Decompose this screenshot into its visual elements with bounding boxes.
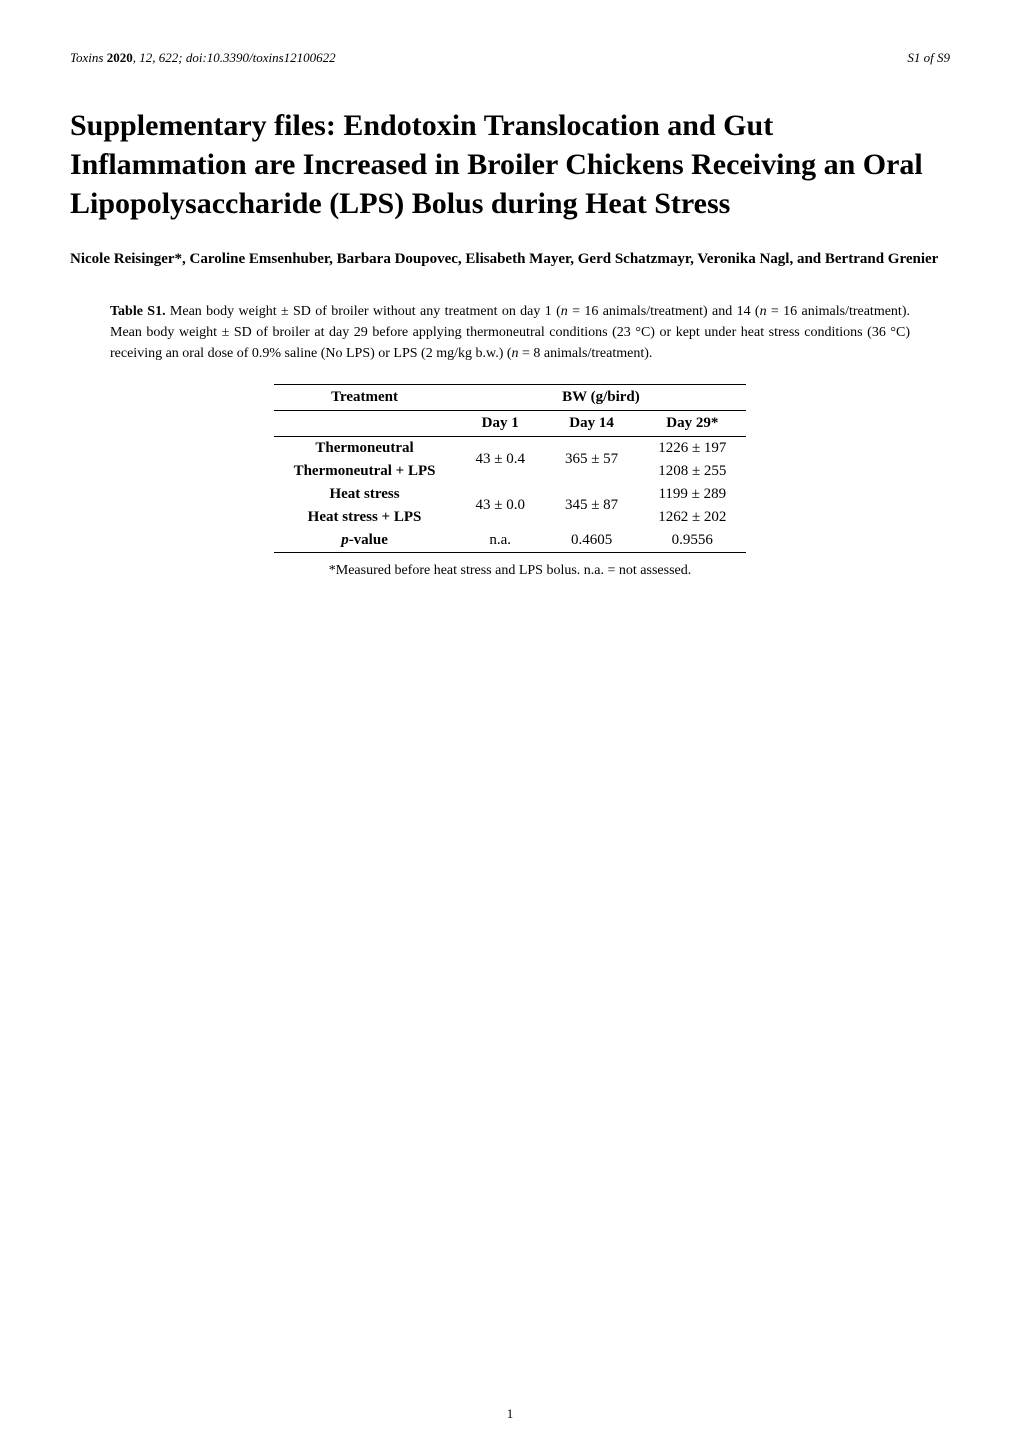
- cell-day29: 1208 ± 255: [638, 460, 746, 483]
- table-footnote: *Measured before heat stress and LPS bol…: [70, 563, 950, 579]
- journal-name: Toxins: [70, 50, 103, 65]
- table-row: Thermoneutral 43 ± 0.4 365 ± 57 1226 ± 1…: [274, 436, 747, 460]
- pvalue-p: p: [341, 532, 349, 548]
- caption-text-1: Mean body weight ± SD of broiler without…: [166, 304, 561, 319]
- journal-citation: Toxins 2020, 12, 622; doi:10.3390/toxins…: [70, 50, 336, 66]
- article-title: Supplementary files: Endotoxin Transloca…: [70, 106, 950, 223]
- row-label: Thermoneutral + LPS: [274, 460, 456, 483]
- row-label: Heat stress + LPS: [274, 506, 456, 529]
- article-number: 622: [159, 50, 179, 65]
- table-label: Table S1.: [110, 304, 166, 319]
- author-list: Nicole Reisinger*, Caroline Emsenhuber, …: [70, 248, 950, 271]
- doi: doi:10.3390/toxins12100622: [186, 50, 336, 65]
- col-day1: Day 1: [455, 410, 544, 436]
- pvalue-day1: n.a.: [455, 529, 544, 553]
- table-row-pvalue: p-value n.a. 0.4605 0.9556: [274, 529, 747, 553]
- caption-n2: n: [760, 304, 767, 319]
- empty-header: [274, 410, 456, 436]
- col-day29: Day 29*: [638, 410, 746, 436]
- pvalue-label: p-value: [274, 529, 456, 553]
- cell-day14-b: 345 ± 87: [545, 483, 638, 529]
- col-treatment: Treatment: [274, 384, 456, 410]
- row-label: Thermoneutral: [274, 436, 456, 460]
- caption-text-4: = 8 animals/treatment).: [519, 346, 653, 361]
- table-caption: Table S1. Mean body weight ± SD of broil…: [110, 301, 910, 364]
- caption-n1: n: [561, 304, 568, 319]
- col-bw: BW (g/bird): [455, 384, 746, 410]
- title-prefix: Supplementary files: [70, 109, 326, 142]
- caption-n3: n: [512, 346, 519, 361]
- journal-year: 2020: [107, 50, 133, 65]
- caption-text-2: = 16 animals/treatment) and 14 (: [568, 304, 760, 319]
- row-label: Heat stress: [274, 483, 456, 506]
- pvalue-suffix: -value: [349, 532, 388, 548]
- table-row: Heat stress 43 ± 0.0 345 ± 87 1199 ± 289: [274, 483, 747, 506]
- cell-day1-a: 43 ± 0.4: [455, 436, 544, 483]
- cell-day29: 1226 ± 197: [638, 436, 746, 460]
- cell-day29: 1262 ± 202: [638, 506, 746, 529]
- page-header: Toxins 2020, 12, 622; doi:10.3390/toxins…: [70, 50, 950, 66]
- cell-day1-b: 43 ± 0.0: [455, 483, 544, 529]
- data-table: Treatment BW (g/bird) Day 1 Day 14 Day 2…: [274, 384, 747, 553]
- pvalue-day29: 0.9556: [638, 529, 746, 553]
- pvalue-day14: 0.4605: [545, 529, 638, 553]
- cell-day14-a: 365 ± 57: [545, 436, 638, 483]
- page-number: 1: [507, 1406, 514, 1422]
- cell-day29: 1199 ± 289: [638, 483, 746, 506]
- col-day14: Day 14: [545, 410, 638, 436]
- page-label: S1 of S9: [907, 50, 950, 66]
- journal-volume: 12: [139, 50, 152, 65]
